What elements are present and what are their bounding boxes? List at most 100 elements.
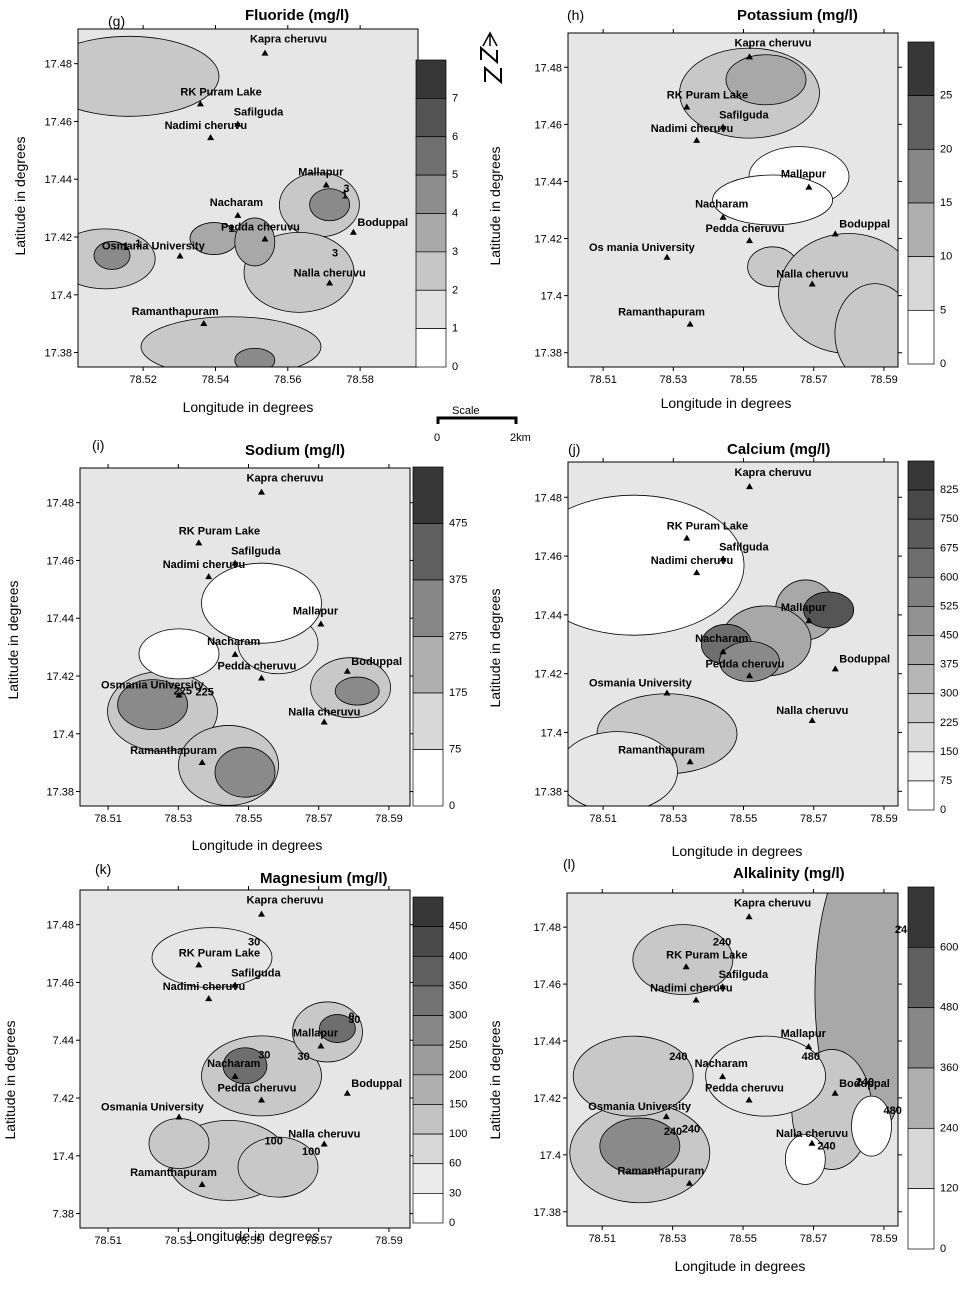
legend-label: 525 <box>940 600 958 612</box>
y-tick-label: 17.42 <box>534 669 562 681</box>
legend-label: 400 <box>449 950 467 962</box>
y-tick-label: 17.38 <box>44 348 72 360</box>
site-label: Nadimi cheruvu <box>165 120 248 132</box>
legend-label: 675 <box>940 542 958 554</box>
site-marker-icon <box>682 963 690 970</box>
scale-label: Scale <box>452 405 480 417</box>
legend-swatch <box>412 896 444 927</box>
legend-swatch <box>907 693 935 724</box>
site-marker-icon <box>205 995 213 1002</box>
site-marker-icon <box>808 1139 816 1146</box>
legend-label: 0 <box>452 361 458 373</box>
contour-zone <box>117 679 189 730</box>
site-label: Nalla cheruvu <box>776 705 848 717</box>
contour-value-label: 100 <box>265 1135 283 1147</box>
contour-value-label: 240 <box>682 1124 700 1136</box>
site-marker-icon <box>231 1072 239 1079</box>
site-marker-icon <box>693 136 701 143</box>
site-label: Safilguda <box>719 110 769 122</box>
y-tick-label: 7.42 <box>53 1093 74 1105</box>
x-axis-label: Longitude in degrees <box>672 843 803 859</box>
site-marker-icon <box>719 123 727 130</box>
contour-value-label: 240 <box>817 1140 835 1152</box>
site-label: Mallapur <box>293 1027 339 1039</box>
site-marker-icon <box>808 717 816 723</box>
contour-value-label: 480 <box>884 1105 902 1117</box>
site-marker-icon <box>349 228 357 235</box>
legend-swatch <box>907 202 935 258</box>
x-tick-label: 78.55 <box>729 1233 757 1245</box>
map-panel-2: (h) Potassium (mg/l) 78.51 78.53 78.55 78.57 7… <box>487 7 952 411</box>
legend-swatch <box>907 489 935 520</box>
x-tick-label: 78.51 <box>589 374 617 386</box>
legend-swatch <box>412 985 444 1016</box>
legend-swatch <box>412 1104 444 1135</box>
legend-label: 600 <box>940 571 958 583</box>
site-label: Kapra cheruvu <box>735 37 812 49</box>
legend-swatch <box>412 926 444 957</box>
legend-label: 25 <box>940 90 952 102</box>
contour-zone <box>140 316 322 367</box>
x-axis-label: Longitude in degrees <box>192 837 323 853</box>
contour-zone <box>851 1095 892 1157</box>
site-label: Nacharam <box>207 636 260 648</box>
site-marker-icon <box>326 279 334 286</box>
x-tick-label: 78.53 <box>165 813 193 825</box>
legend-label: 15 <box>940 197 952 209</box>
y-tick-label: 17.48 <box>534 62 562 74</box>
legend-swatch <box>907 95 935 150</box>
site-marker-icon <box>746 483 753 490</box>
site-marker-icon <box>683 103 691 110</box>
site-label: Osmania University <box>101 1101 205 1113</box>
y-tick-label: 17.42 <box>46 671 74 683</box>
site-label: Kapra cheruvu <box>247 895 324 907</box>
site-marker-icon <box>175 1113 183 1120</box>
panel-title: Sodium (mg/l) <box>245 442 345 459</box>
site-label: Nalla cheruvu <box>288 707 360 719</box>
x-axis-label: Longitude in degrees <box>675 1258 806 1274</box>
site-marker-icon <box>231 559 239 566</box>
site-label: Safilguda <box>719 969 769 981</box>
site-label: RK Puram Lake <box>667 521 748 533</box>
legend-label: 10 <box>940 251 952 263</box>
y-tick-label: 17.46 <box>533 979 561 991</box>
legend-swatch <box>415 213 447 253</box>
y-tick-label: 17.44 <box>534 176 562 188</box>
legend-label: 275 <box>449 631 467 643</box>
y-axis-label: Latitude in degrees <box>2 1020 18 1139</box>
site-label: Osmania University <box>589 677 693 689</box>
site-marker-icon <box>322 181 330 188</box>
site-label: Ramanthapuram <box>618 307 705 319</box>
x-tick-label: 78.59 <box>870 813 898 825</box>
legend-swatch <box>412 1074 444 1105</box>
contour-layer <box>107 562 392 806</box>
contour-zone <box>234 347 276 367</box>
site-marker-icon <box>663 689 671 696</box>
legend-label: 75 <box>940 775 952 787</box>
site-marker-icon <box>692 996 700 1003</box>
site-marker-icon <box>196 100 204 107</box>
legend-label: 150 <box>940 746 958 758</box>
panel-title: Alkalinity (mg/l) <box>733 865 845 882</box>
north-arrow-icon <box>480 31 502 85</box>
legend-label: 0 <box>940 358 946 370</box>
legend-swatch <box>415 289 447 329</box>
legend-label: 0 <box>449 1217 455 1229</box>
site-marker-icon <box>746 53 753 60</box>
legend-swatch <box>412 466 444 524</box>
y-axis-label: Latitude in degrees <box>5 580 21 699</box>
legend-label: 200 <box>449 1069 467 1081</box>
site-label: Pedda cheruvu <box>218 661 297 673</box>
x-tick-label: 78.59 <box>870 1233 898 1245</box>
panel-title: Potassium (mg/l) <box>737 7 858 24</box>
contour-value-label: 30 <box>248 937 260 949</box>
site-label: Mallapur <box>781 169 827 181</box>
site-marker-icon <box>686 758 694 765</box>
contour-zone <box>309 188 351 222</box>
site-label: Nalla cheruvu <box>288 1129 360 1141</box>
contour-value-label: 3 <box>343 183 349 195</box>
x-tick-label: 78.57 <box>305 1235 333 1247</box>
site-marker-icon <box>258 674 265 681</box>
x-tick-label: 78.55 <box>730 813 758 825</box>
site-marker-icon <box>320 718 328 725</box>
